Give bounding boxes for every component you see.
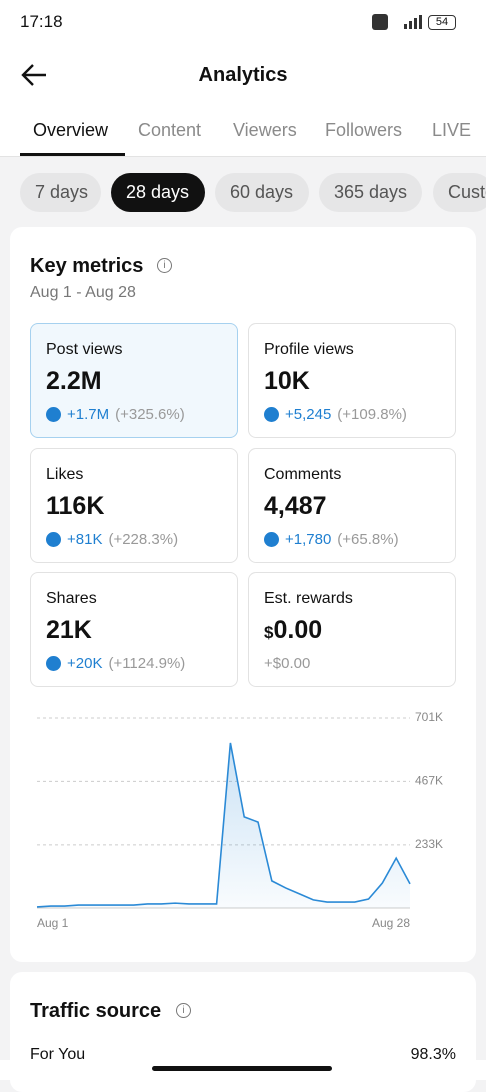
up-icon	[46, 531, 61, 547]
metric-change: +$0.00	[264, 655, 310, 672]
metric-card[interactable]: Post views 2.2M +1.7M (+325.6%)	[30, 323, 238, 438]
change: +5,245	[285, 406, 332, 423]
section-title: Traffic source	[30, 1000, 162, 1022]
tab[interactable]: Content	[138, 120, 202, 140]
signal-icon	[404, 15, 422, 29]
percent: (+228.3%)	[108, 530, 179, 548]
metric-value: 21K	[46, 616, 92, 645]
date-range: Aug 1 - Aug 28	[30, 284, 136, 301]
metric-card[interactable]: Shares 21K +20K (+1124.9%)	[30, 572, 238, 687]
metric-card[interactable]: Likes 116K +81K (+228.3%)	[30, 447, 238, 563]
metric-label: Comments	[264, 465, 342, 483]
tab[interactable]: Overview	[33, 120, 109, 140]
traffic-value: 98.3%	[410, 1046, 456, 1063]
metric-value: 10K	[264, 367, 310, 396]
metric-change: +1.7M (+325.6%)	[46, 406, 185, 423]
value: 116K	[46, 491, 105, 520]
section-title: Key metrics	[30, 255, 144, 277]
x-tick-label: Aug 1	[37, 916, 69, 930]
metric-label: Shares	[46, 590, 97, 607]
value: 4,487	[264, 491, 327, 520]
range-chip[interactable]: Custom	[433, 173, 486, 212]
currency: $	[264, 623, 274, 642]
page-title: Analytics	[198, 64, 288, 86]
up-icon	[46, 656, 61, 671]
metric-change: +81K (+228.3%)	[46, 531, 178, 548]
status-time: 17:18	[20, 12, 63, 31]
y-tick-label: 701K	[415, 710, 443, 724]
percent: (+65.8%)	[337, 530, 399, 548]
tab[interactable]: LIVE	[432, 120, 472, 140]
tab[interactable]: Viewers	[233, 120, 297, 140]
value: 21K	[46, 616, 92, 644]
range-chip[interactable]: 365 days	[319, 173, 422, 212]
metric-change: +5,245 (+109.8%)	[264, 406, 407, 423]
battery: 54	[428, 15, 456, 30]
back-button[interactable]	[20, 62, 48, 88]
metric-label: Est. rewards	[264, 590, 353, 607]
metric-value: 4,487	[264, 492, 327, 521]
traffic-label: For You	[30, 1046, 86, 1063]
info-icon[interactable]: i	[176, 1003, 191, 1018]
value: 10K	[264, 367, 310, 395]
change: +20K	[67, 655, 103, 672]
metric-label: Post views	[46, 341, 123, 358]
range-chip[interactable]: 28 days	[111, 173, 205, 212]
metric-card[interactable]: Est. rewards $0.00 +$0.00	[248, 572, 456, 687]
change: +$0.00	[264, 655, 311, 672]
metric-change: +20K (+1124.9%)	[46, 655, 185, 672]
change: +1,780	[285, 530, 332, 548]
volte-icon	[372, 14, 388, 30]
x-tick-label: Aug 28	[372, 916, 410, 930]
percent: (+325.6%)	[115, 406, 185, 423]
home-indicator	[152, 1066, 332, 1071]
percent: (+109.8%)	[337, 406, 407, 423]
metric-label: Likes	[46, 465, 84, 483]
percent: (+1124.9%)	[108, 655, 186, 672]
up-icon	[264, 531, 279, 547]
range-chip[interactable]: 7 days	[20, 173, 101, 212]
line	[36, 742, 411, 908]
range-chip[interactable]: 60 days	[215, 173, 309, 212]
metric-label: Profile views	[264, 341, 354, 358]
up-icon	[264, 407, 279, 422]
metric-value: 2.2M	[46, 367, 102, 396]
metric-change: +1,780 (+65.8%)	[264, 531, 399, 548]
tab-indicator	[20, 153, 125, 156]
y-tick-label: 233K	[415, 837, 443, 851]
value: 0.00	[273, 616, 323, 644]
value: 2.2M	[46, 367, 102, 395]
tab[interactable]: Followers	[325, 120, 403, 140]
info-icon[interactable]: i	[157, 258, 172, 273]
metric-card[interactable]: Profile views 10K +5,245 (+109.8%)	[248, 323, 456, 438]
up-icon	[46, 407, 61, 422]
y-tick-label: 467K	[415, 774, 443, 788]
metric-card[interactable]: Comments 4,487 +1,780 (+65.8%)	[248, 447, 456, 563]
change: +1.7M	[67, 406, 110, 423]
metric-value: 116K	[46, 492, 104, 521]
change: +81K	[67, 530, 103, 548]
chart: 233K 467K 701K Aug 1 Aug 28	[36, 710, 443, 930]
metric-value: $0.00	[264, 616, 322, 645]
